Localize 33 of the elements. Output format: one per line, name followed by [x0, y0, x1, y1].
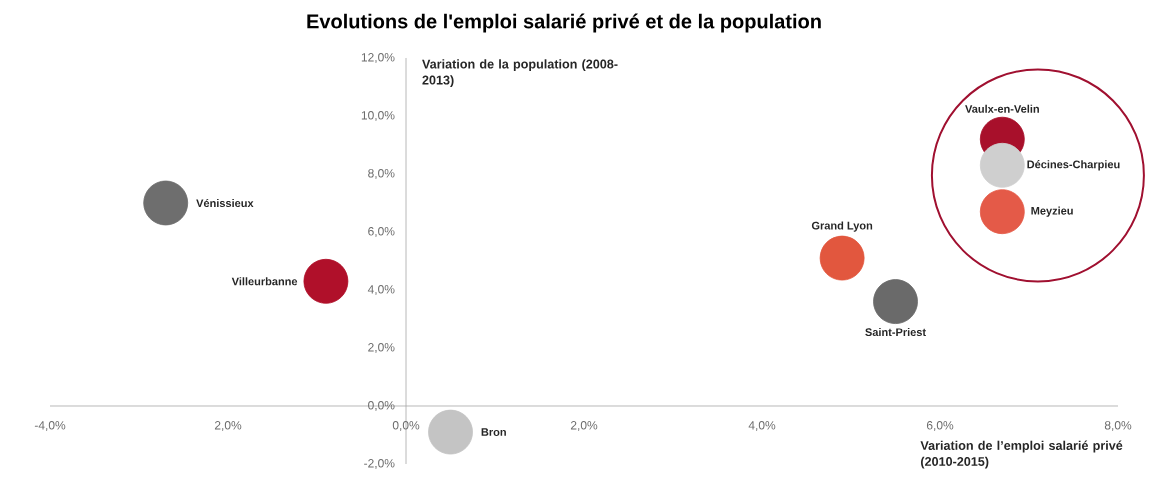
y-tick-label: 6,0% [368, 227, 395, 237]
x-tick-label: -4,0% [34, 421, 66, 431]
y-tick-label: -2,0% [364, 459, 395, 469]
point [979, 142, 1025, 188]
y-tick-label: 0,0% [368, 401, 395, 411]
y-tick-label: 12,0% [361, 53, 395, 63]
series-label: Saint-Priest [865, 327, 926, 337]
point [819, 235, 865, 281]
x-tick-label: 2,0% [214, 421, 242, 431]
point [143, 180, 189, 226]
x-tick-label: 8,0% [1104, 421, 1132, 431]
x-tick-label: 0,0% [392, 421, 420, 431]
chart-title: Evolutions de l'emploi salarié privé et de la population [307, 13, 821, 33]
series-label: Villeurbanne [231, 277, 298, 286]
y-tick-label: 8,0% [368, 169, 395, 179]
x-axis-title: Variation de l’emploi salarié privé (2010-2015) [920, 440, 1123, 469]
y-tick-label: 10,0% [361, 111, 395, 121]
series-label: Vaulx-en-Velin [965, 104, 1039, 113]
y-axis-title: Variation de la population (2008-2013) [422, 59, 618, 87]
x-tick-label: 2,0% [570, 421, 598, 431]
series-label: Grand Lyon [811, 221, 873, 232]
point [979, 189, 1025, 235]
y-tick-label: 2,0% [368, 343, 395, 353]
point [303, 258, 349, 304]
x-tick-label: 4,0% [748, 421, 776, 431]
y-tick-label: 4,0% [367, 285, 395, 295]
point [873, 279, 918, 324]
legend-label: Vénissieux [196, 198, 254, 208]
point [428, 409, 473, 455]
legend-label: Décines-Charpieu [1027, 160, 1120, 171]
legend-label: Bron [481, 428, 506, 436]
x-tick-label: 6,0% [926, 421, 954, 431]
legend-label: Meyzieu [1031, 206, 1073, 217]
